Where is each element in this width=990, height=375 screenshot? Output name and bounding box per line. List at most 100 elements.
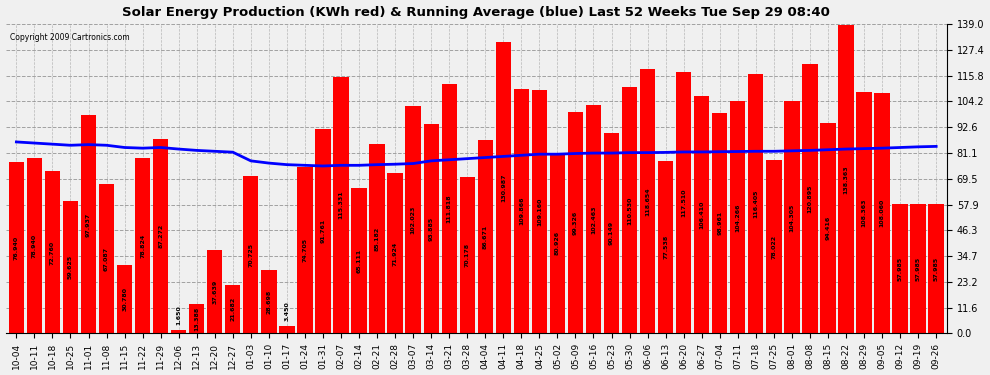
Bar (99, 184, 114, 333)
Bar (730, 101, 745, 333)
Text: 109.866: 109.866 (519, 197, 524, 225)
Text: 102.463: 102.463 (591, 205, 596, 234)
Text: 111.818: 111.818 (446, 195, 451, 223)
Text: 74.705: 74.705 (302, 238, 308, 262)
Bar (676, 72, 691, 333)
Bar (207, 250, 223, 333)
Bar (496, 42, 511, 333)
Text: 104.305: 104.305 (789, 203, 794, 231)
Bar (334, 76, 348, 333)
Text: 99.326: 99.326 (573, 211, 578, 235)
Text: 71.924: 71.924 (393, 241, 398, 266)
Text: 76.940: 76.940 (14, 236, 19, 260)
Text: 21.682: 21.682 (231, 297, 236, 321)
Text: 80.926: 80.926 (555, 231, 560, 255)
Text: 28.698: 28.698 (266, 290, 271, 314)
Bar (315, 129, 331, 333)
Bar (929, 204, 943, 333)
Text: 115.331: 115.331 (339, 191, 344, 219)
Bar (712, 113, 728, 333)
Text: 90.149: 90.149 (609, 221, 614, 245)
Bar (171, 330, 186, 333)
Text: 1.650: 1.650 (176, 306, 181, 326)
Text: 138.363: 138.363 (843, 165, 848, 194)
Text: 78.940: 78.940 (32, 234, 37, 258)
Text: 97.937: 97.937 (86, 212, 91, 237)
Text: 85.182: 85.182 (374, 226, 379, 251)
Text: 3.450: 3.450 (284, 302, 289, 321)
Bar (892, 204, 908, 333)
Text: 108.363: 108.363 (861, 198, 866, 227)
Bar (45, 171, 60, 333)
Bar (604, 133, 619, 333)
Text: 67.087: 67.087 (104, 247, 109, 271)
Bar (9, 162, 24, 333)
Bar (279, 326, 295, 333)
Bar (369, 144, 385, 333)
Bar (856, 92, 871, 333)
Text: 118.654: 118.654 (645, 187, 650, 216)
Text: 57.985: 57.985 (916, 257, 921, 281)
Bar (694, 96, 710, 333)
Bar (62, 201, 78, 333)
Bar (424, 124, 439, 333)
Text: 109.160: 109.160 (537, 198, 542, 226)
Text: 70.725: 70.725 (248, 243, 253, 267)
Text: 91.761: 91.761 (321, 219, 326, 243)
Bar (406, 106, 421, 333)
Bar (261, 270, 276, 333)
Bar (622, 87, 638, 333)
Text: 130.987: 130.987 (501, 173, 506, 202)
Bar (297, 167, 313, 333)
Bar (784, 101, 800, 333)
Text: 70.178: 70.178 (464, 243, 469, 267)
Bar (81, 116, 96, 333)
Text: 87.272: 87.272 (158, 224, 163, 248)
Bar (442, 84, 456, 333)
Text: 77.538: 77.538 (663, 235, 668, 259)
Bar (244, 176, 258, 333)
Bar (351, 189, 366, 333)
Bar (189, 304, 204, 333)
Text: 102.023: 102.023 (411, 206, 416, 234)
Bar (748, 74, 763, 333)
Bar (874, 93, 890, 333)
Text: 98.961: 98.961 (717, 211, 723, 236)
Bar (117, 265, 133, 333)
Text: 78.022: 78.022 (771, 234, 776, 259)
Bar (640, 69, 655, 333)
Text: 104.266: 104.266 (736, 203, 741, 232)
Bar (225, 285, 241, 333)
Text: Copyright 2009 Cartronics.com: Copyright 2009 Cartronics.com (10, 33, 130, 42)
Bar (821, 123, 836, 333)
Bar (911, 204, 926, 333)
Text: 116.405: 116.405 (753, 190, 758, 218)
Text: 72.760: 72.760 (50, 240, 55, 264)
Title: Solar Energy Production (KWh red) & Running Average (blue) Last 52 Weeks Tue Sep: Solar Energy Production (KWh red) & Runn… (123, 6, 831, 18)
Text: 110.530: 110.530 (627, 196, 632, 225)
Text: 108.060: 108.060 (879, 199, 884, 227)
Text: 120.895: 120.895 (808, 184, 813, 213)
Bar (549, 153, 565, 333)
Bar (658, 161, 673, 333)
Bar (27, 158, 43, 333)
Bar (153, 139, 168, 333)
Text: 117.510: 117.510 (681, 188, 686, 217)
Text: 93.885: 93.885 (429, 217, 434, 241)
Bar (568, 112, 583, 333)
Text: 37.639: 37.639 (212, 279, 217, 304)
Text: 59.625: 59.625 (68, 255, 73, 279)
Bar (477, 140, 493, 333)
Text: 86.671: 86.671 (483, 225, 488, 249)
Bar (839, 25, 853, 333)
Bar (514, 89, 529, 333)
Text: 57.985: 57.985 (934, 257, 939, 281)
Text: 30.780: 30.780 (122, 287, 127, 311)
Text: 13.388: 13.388 (194, 306, 199, 331)
Bar (387, 173, 403, 333)
Text: 78.824: 78.824 (141, 234, 146, 258)
Bar (766, 160, 781, 333)
Bar (135, 158, 150, 333)
Text: 94.416: 94.416 (826, 216, 831, 240)
Bar (459, 177, 475, 333)
